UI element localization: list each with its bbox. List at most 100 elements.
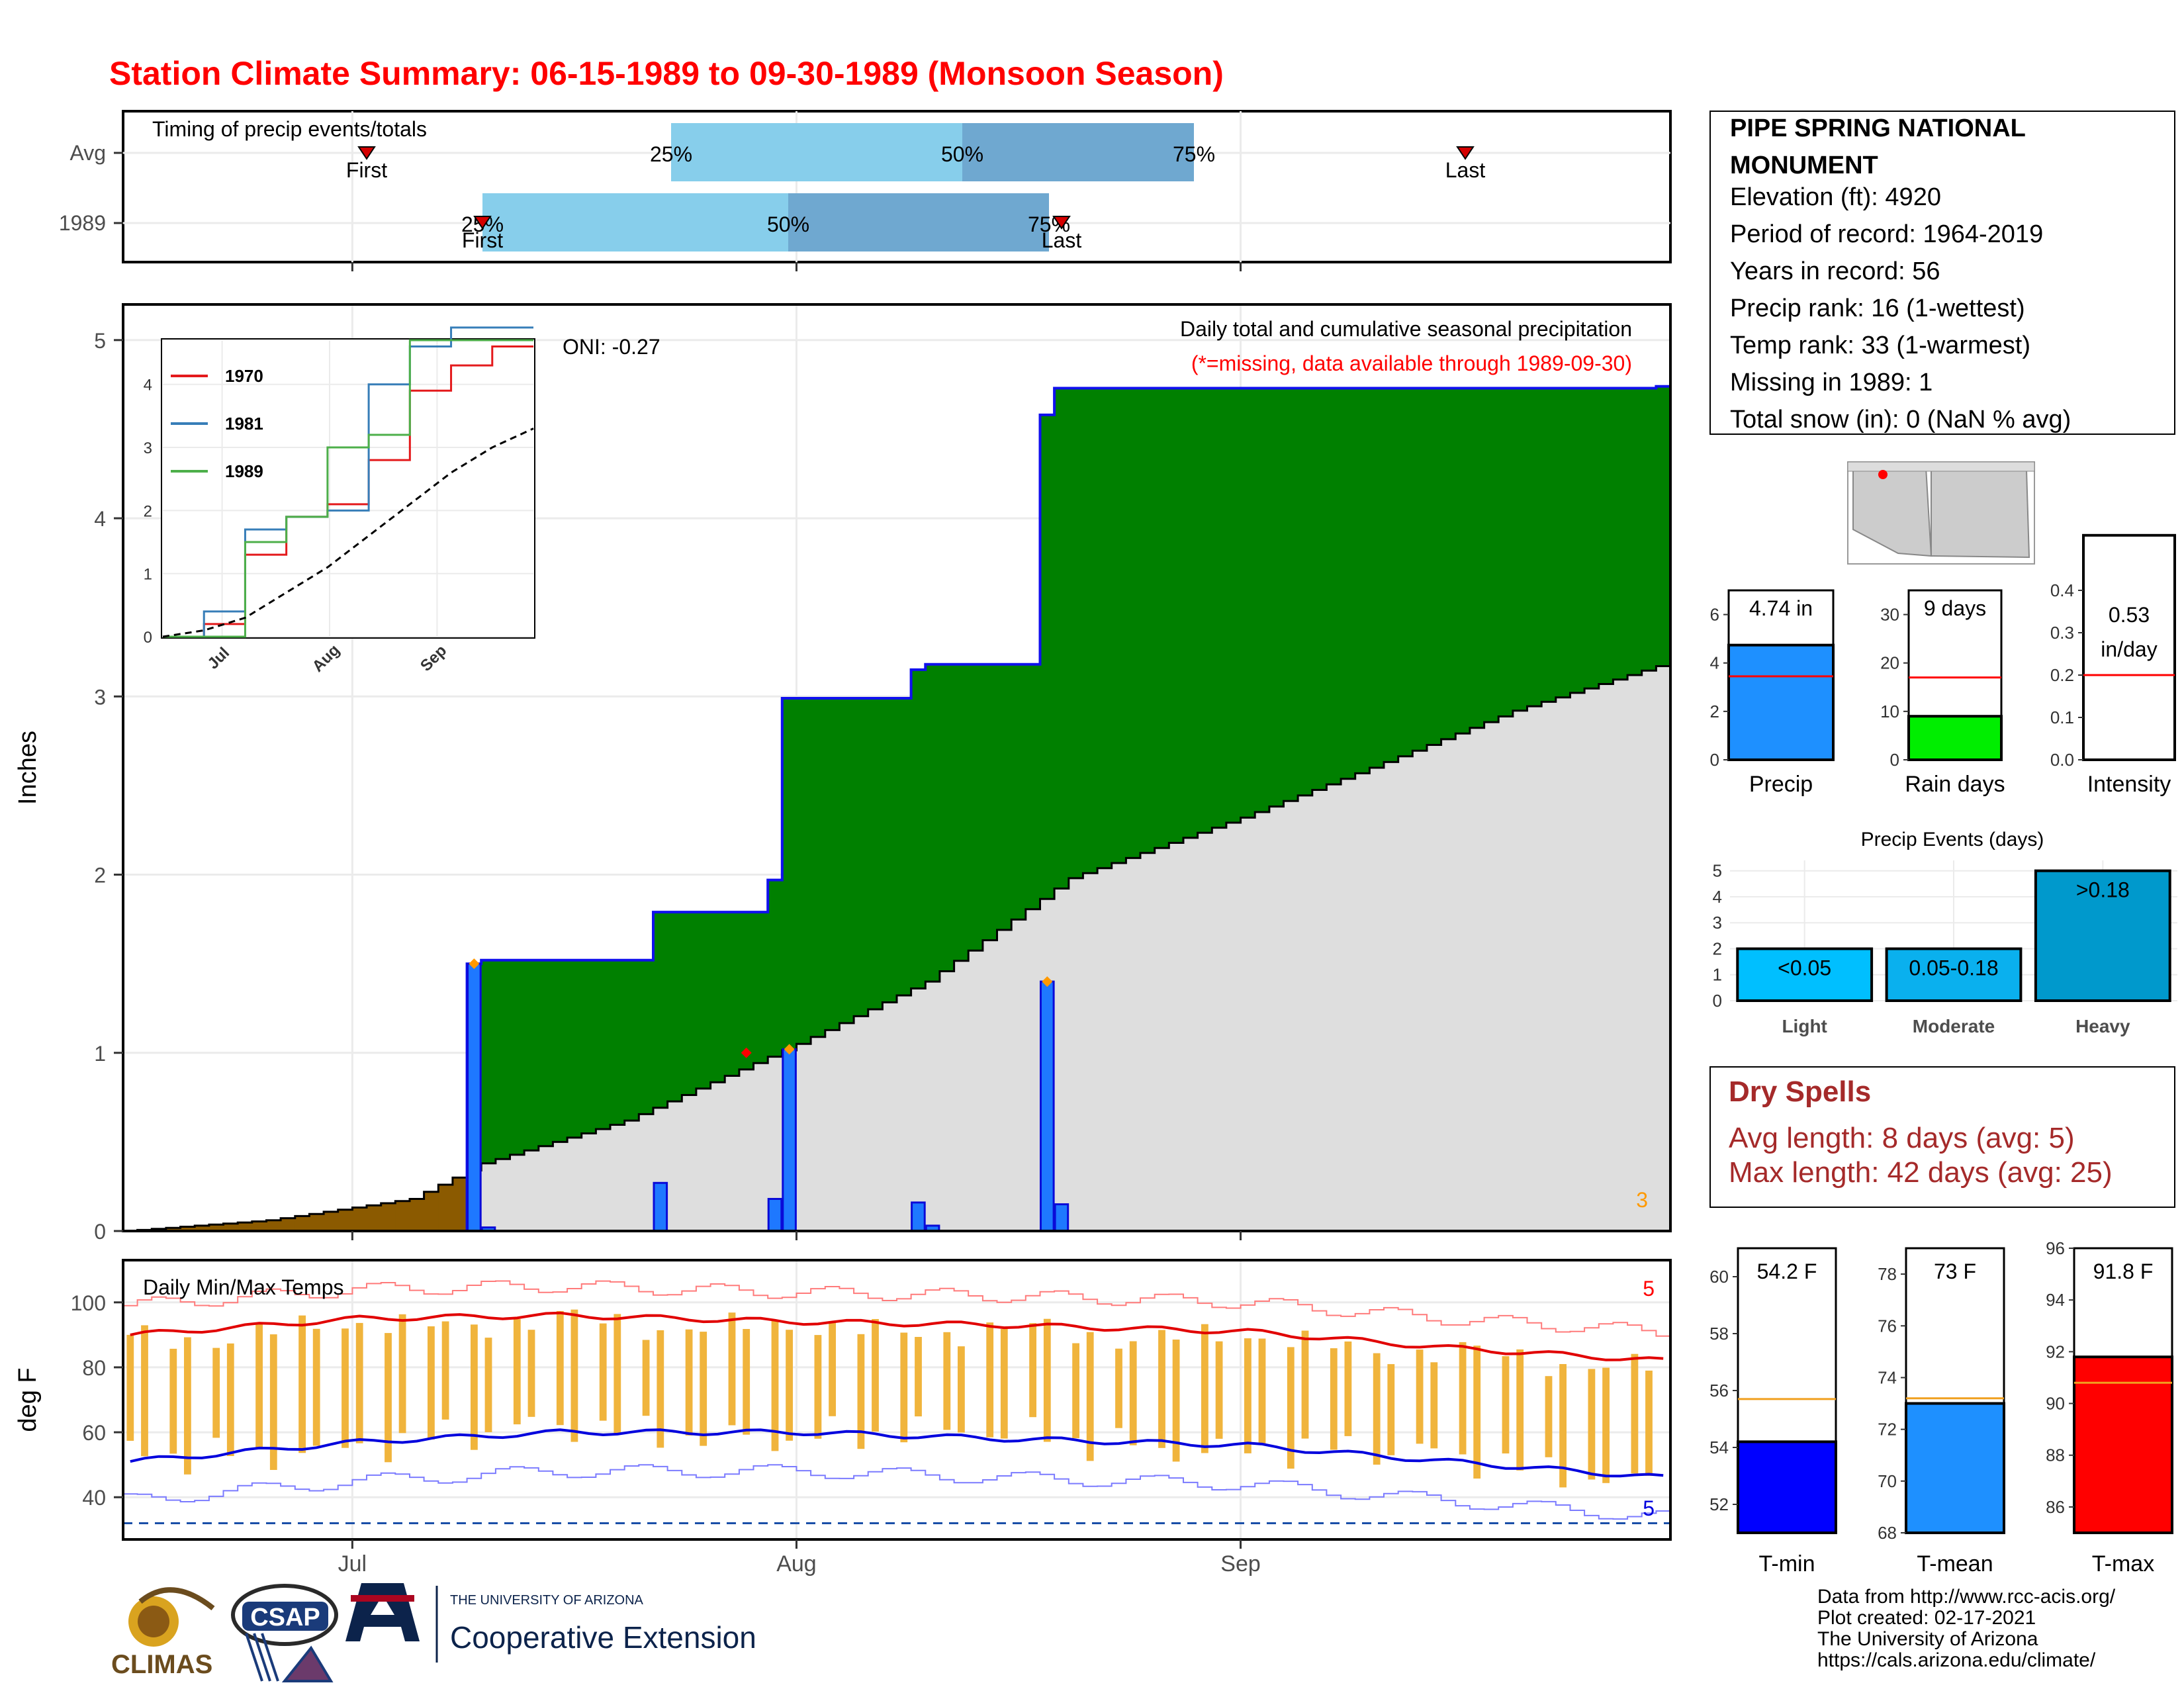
above-average-area — [1126, 388, 1141, 858]
above-average-area — [1555, 388, 1570, 698]
daily-temp-range-bar — [298, 1315, 306, 1453]
record-low-line — [123, 1464, 1670, 1520]
above-average-area — [581, 960, 596, 1134]
below-average-area — [352, 1207, 367, 1231]
daily-temp-range-bar — [1215, 1341, 1223, 1439]
precip-ytick-label: 1 — [94, 1042, 106, 1066]
precip-ytick-label: 3 — [94, 685, 106, 709]
precip-events-ytick-label: 1 — [1713, 965, 1722, 985]
below-average-area — [195, 1225, 210, 1231]
daily-temp-range-bar — [1645, 1370, 1653, 1476]
intensity-mini-chart-ytick-label: 0.1 — [2050, 708, 2074, 727]
daily-temp-range-bar — [312, 1328, 320, 1446]
above-average-area — [667, 912, 682, 1102]
inset-legend-label: 1970 — [225, 366, 263, 386]
intensity-mini-chart-value-label: 0.53 — [2109, 603, 2150, 627]
timing-1989-box-50-75 — [788, 193, 1049, 251]
temp-tmin-chart-axis-label: T-min — [1759, 1551, 1815, 1577]
inset-ytick-label: 2 — [144, 502, 152, 520]
intensity-mini-chart: 0.0 0.1 0.2 0.3 0.4 0.53 in/day Intensity — [2050, 533, 2176, 797]
below-average-area — [324, 1211, 339, 1231]
above-average-area — [1570, 388, 1585, 693]
daily-temp-range-bar — [814, 1335, 822, 1439]
daily-temp-range-bar — [1201, 1324, 1208, 1453]
above-average-area — [1111, 388, 1126, 863]
precip-events-bar-label: 0.05-0.18 — [1909, 956, 1998, 980]
intensity-mini-chart-ytick-label: 0.4 — [2050, 580, 2074, 600]
above-average-area — [1527, 388, 1542, 707]
temp-tmax-chart-ytick-label: 86 — [2046, 1497, 2065, 1517]
precip-ytick-label: 4 — [94, 507, 106, 531]
station-period: Period of record: 1964-2019 — [1730, 220, 2043, 248]
precip-events-title: Precip Events (days) — [1861, 829, 2044, 850]
daily-precip-bar — [653, 1181, 668, 1232]
precip-panel-title: Daily total and cumulative seasonal prec… — [1180, 317, 1632, 341]
above-average-area — [696, 912, 711, 1089]
above-average-area — [1641, 388, 1657, 671]
footer-plot-created: Plot created: 02-17-2021 — [1817, 1607, 2036, 1629]
above-average-area — [868, 698, 883, 1009]
below-average-area — [367, 1205, 382, 1231]
temp-tmean-chart-ytick-label: 70 — [1878, 1471, 1897, 1491]
temp-panel-frame — [122, 1259, 1672, 1541]
temp-tmin-chart-ytick-label: 56 — [1709, 1381, 1729, 1400]
precip-ytick-label: 5 — [94, 329, 106, 353]
temp-ytick-label: 80 — [82, 1356, 106, 1380]
daily-temp-range-bar — [786, 1330, 793, 1441]
above-average-area — [639, 960, 654, 1115]
above-average-area — [1598, 388, 1614, 684]
daily-temp-range-bar — [1287, 1347, 1295, 1469]
precip-mini-chart-ytick-label: 4 — [1710, 653, 1719, 673]
above-average-area — [1355, 388, 1370, 774]
above-average-area — [538, 960, 553, 1146]
above-average-area — [925, 664, 940, 982]
temp-ylabel: deg F — [14, 1367, 42, 1432]
above-average-area — [1269, 388, 1285, 807]
daily-temp-range-bar — [398, 1314, 406, 1434]
daily-temp-range-bar — [986, 1322, 994, 1438]
daily-temp-range-bar — [141, 1325, 148, 1457]
precip-count-label: 3 — [1636, 1188, 1648, 1212]
temp-tmin-chart: 52 54 56 58 60 54.2 F T-min — [1709, 1247, 1837, 1577]
below-average-area — [309, 1214, 324, 1231]
daily-precip-bar — [782, 1048, 797, 1232]
above-average-area — [1312, 388, 1327, 790]
temp-tmax-chart: 86 88 90 92 94 96 91.8 F T-max — [2046, 1238, 2173, 1577]
oni-label: ONI: -0.27 — [563, 335, 660, 359]
map-neighbors — [1847, 461, 2035, 472]
below-average-area — [281, 1218, 296, 1231]
above-average-area — [1613, 388, 1628, 680]
intensity-mini-chart-axis-label: Intensity — [2087, 772, 2171, 797]
above-average-area — [1326, 388, 1342, 785]
above-average-area — [1298, 388, 1313, 796]
timing-avg-50: 50% — [941, 142, 983, 166]
precip-events-bar — [1736, 947, 1874, 1002]
daily-temp-range-bar — [341, 1328, 349, 1448]
above-average-area — [1255, 388, 1270, 812]
above-average-area — [1484, 388, 1499, 722]
daily-temp-range-bar — [226, 1343, 234, 1456]
daily-temp-range-bar — [700, 1332, 707, 1446]
temp-count-top: 5 — [1643, 1277, 1655, 1301]
precip-panel-subtitle: (*=missing, data available through 1989-… — [1191, 351, 1632, 375]
timing-1989-last-label: Last — [1042, 228, 1082, 252]
daily-temp-range-bar — [441, 1321, 449, 1420]
below-average-area — [424, 1191, 439, 1231]
below-average-area — [180, 1226, 195, 1231]
precip-events-ytick-label: 0 — [1713, 991, 1722, 1011]
timing-panel: Timing of precip events/totals 25% 50% 7… — [59, 110, 1672, 263]
above-average-area — [710, 912, 725, 1083]
precip-mini-chart-axis-label: Precip — [1749, 772, 1813, 797]
daily-temp-range-bar — [428, 1326, 435, 1440]
dry-spells-max-length: Max length: 42 days (avg: 25) — [1729, 1156, 2113, 1189]
above-average-area — [1627, 388, 1643, 675]
precip-events-bar — [2034, 869, 2171, 1002]
above-average-area — [725, 912, 740, 1076]
timing-1989-50: 50% — [767, 212, 809, 236]
above-average-area — [1183, 388, 1199, 838]
daily-temp-range-bar — [642, 1340, 650, 1416]
temp-tmax-chart-axis-label: T-max — [2092, 1551, 2154, 1577]
daily-temp-range-bar — [1244, 1338, 1251, 1453]
footer-university: The University of Arizona — [1817, 1628, 2038, 1650]
